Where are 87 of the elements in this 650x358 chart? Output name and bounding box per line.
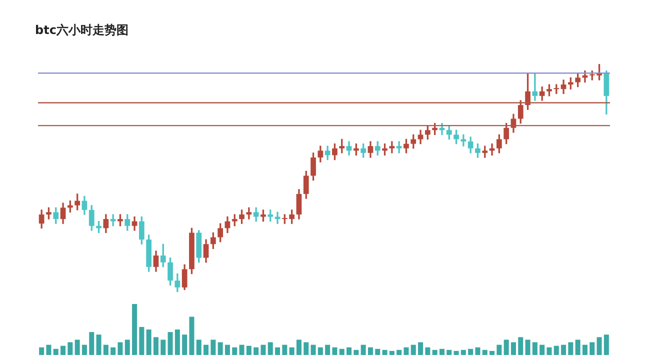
bar (510, 342, 516, 355)
bar (304, 342, 309, 355)
bar (432, 350, 438, 355)
bar (132, 304, 138, 355)
bar (289, 347, 294, 355)
bar (96, 334, 102, 355)
bar (53, 348, 58, 355)
bar (325, 344, 330, 355)
bar (296, 340, 302, 355)
bar (282, 344, 288, 355)
bar (368, 347, 373, 355)
bar (68, 342, 73, 355)
bar (575, 340, 580, 355)
bar (310, 344, 316, 355)
bar (590, 342, 595, 355)
bar (224, 344, 230, 355)
candlestick (532, 72, 538, 101)
bar (596, 337, 602, 355)
bar (74, 340, 80, 355)
bar (160, 340, 166, 355)
bar (139, 326, 144, 355)
bar (275, 347, 280, 355)
bar (446, 350, 452, 355)
bar (204, 344, 209, 355)
bar (103, 344, 108, 355)
bar (425, 347, 430, 355)
bar (460, 350, 466, 355)
bar (82, 344, 87, 355)
chart-title: btc六小时走势图 (35, 22, 128, 39)
bar (239, 344, 244, 355)
bar (110, 347, 116, 355)
bar (210, 340, 216, 355)
bar (532, 342, 538, 355)
bar (168, 332, 173, 355)
bar (89, 332, 94, 355)
bar (454, 350, 459, 355)
bar (554, 346, 559, 355)
bar (60, 346, 66, 355)
bar (518, 337, 524, 355)
bar (189, 316, 194, 355)
bar (318, 347, 323, 355)
bar (546, 347, 552, 355)
bar (540, 344, 545, 355)
bar (124, 340, 130, 355)
bar (254, 347, 259, 355)
candlestick (389, 141, 395, 154)
bar (604, 334, 609, 355)
bar (496, 344, 502, 355)
bar (582, 344, 588, 355)
bar (568, 342, 574, 355)
bar (490, 350, 495, 355)
bar (146, 330, 152, 355)
bar (525, 340, 530, 355)
bar (360, 344, 366, 355)
candlestick (246, 207, 252, 220)
bar (232, 347, 238, 355)
bar (475, 347, 480, 355)
bar (389, 350, 394, 355)
bar (354, 350, 359, 355)
bar (404, 347, 409, 355)
bar (196, 340, 202, 355)
bar (410, 344, 416, 355)
bar (246, 346, 252, 355)
bar (182, 334, 188, 355)
bar (260, 344, 266, 355)
bar (218, 342, 223, 355)
candlestick (460, 134, 466, 146)
bar (418, 342, 424, 355)
bar (174, 330, 180, 355)
bar (153, 337, 158, 355)
bar (39, 347, 44, 355)
bar (504, 340, 509, 355)
bar (561, 344, 566, 355)
bar (268, 342, 273, 355)
bar (396, 350, 402, 355)
bar (439, 348, 444, 355)
bar (375, 348, 380, 355)
bar (118, 342, 123, 355)
bar (382, 350, 388, 355)
bar (332, 347, 338, 355)
candlestick (396, 141, 402, 154)
bar (339, 348, 344, 355)
bar (468, 348, 474, 355)
candlestick (110, 214, 116, 226)
bar (482, 350, 488, 355)
bar (346, 347, 352, 355)
bar (46, 344, 52, 355)
